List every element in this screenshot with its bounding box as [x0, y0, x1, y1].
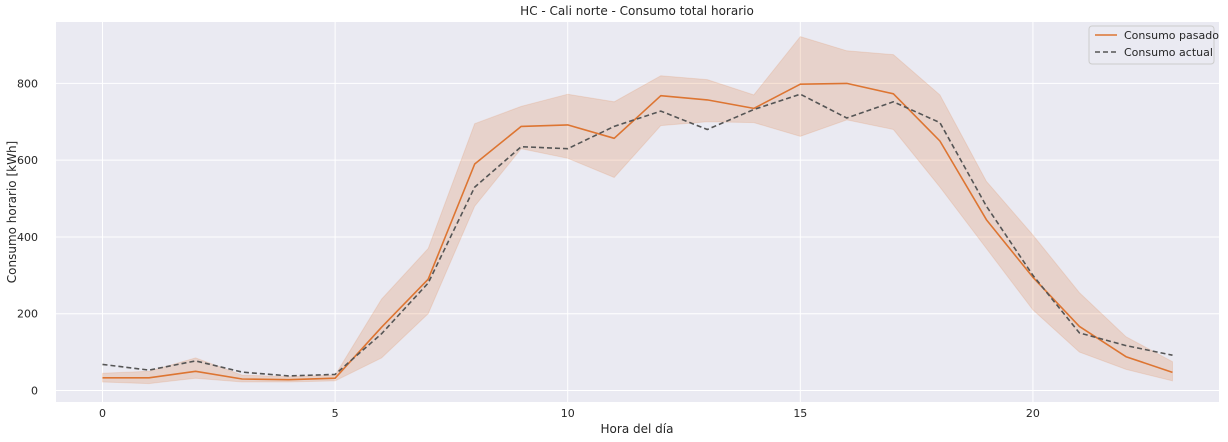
legend-box — [1088, 25, 1215, 65]
chart-title: HC - Cali norte - Consumo total horario — [520, 4, 754, 18]
y-tick-label: 0 — [31, 384, 38, 397]
x-tick-label: 10 — [561, 407, 575, 420]
y-tick-label: 800 — [17, 77, 38, 90]
y-tick-label: 200 — [17, 308, 38, 321]
series-band-0 — [102, 36, 1173, 385]
x-tick-label: 5 — [332, 407, 339, 420]
y-axis-label: Consumo horario [kWh] — [5, 141, 19, 283]
legend: Consumo pasado Consumo actual — [1088, 25, 1219, 65]
grid-lines — [56, 22, 1219, 402]
confidence-bands — [102, 36, 1173, 385]
x-tick-label: 20 — [1026, 407, 1040, 420]
plot-area — [56, 22, 1219, 402]
series-line-0 — [102, 82, 1173, 381]
y-tick-label: 400 — [17, 231, 38, 244]
legend-label-consumo-actual: Consumo actual — [1124, 46, 1213, 59]
x-axis-label: Hora del día — [601, 422, 674, 436]
y-tick-label: 600 — [17, 154, 38, 167]
series-lines — [102, 82, 1173, 381]
x-tick-label: 15 — [793, 407, 807, 420]
x-tick-label: 0 — [99, 407, 106, 420]
legend-label-consumo-pasado: Consumo pasado — [1124, 29, 1219, 42]
series-line-1 — [102, 93, 1173, 377]
